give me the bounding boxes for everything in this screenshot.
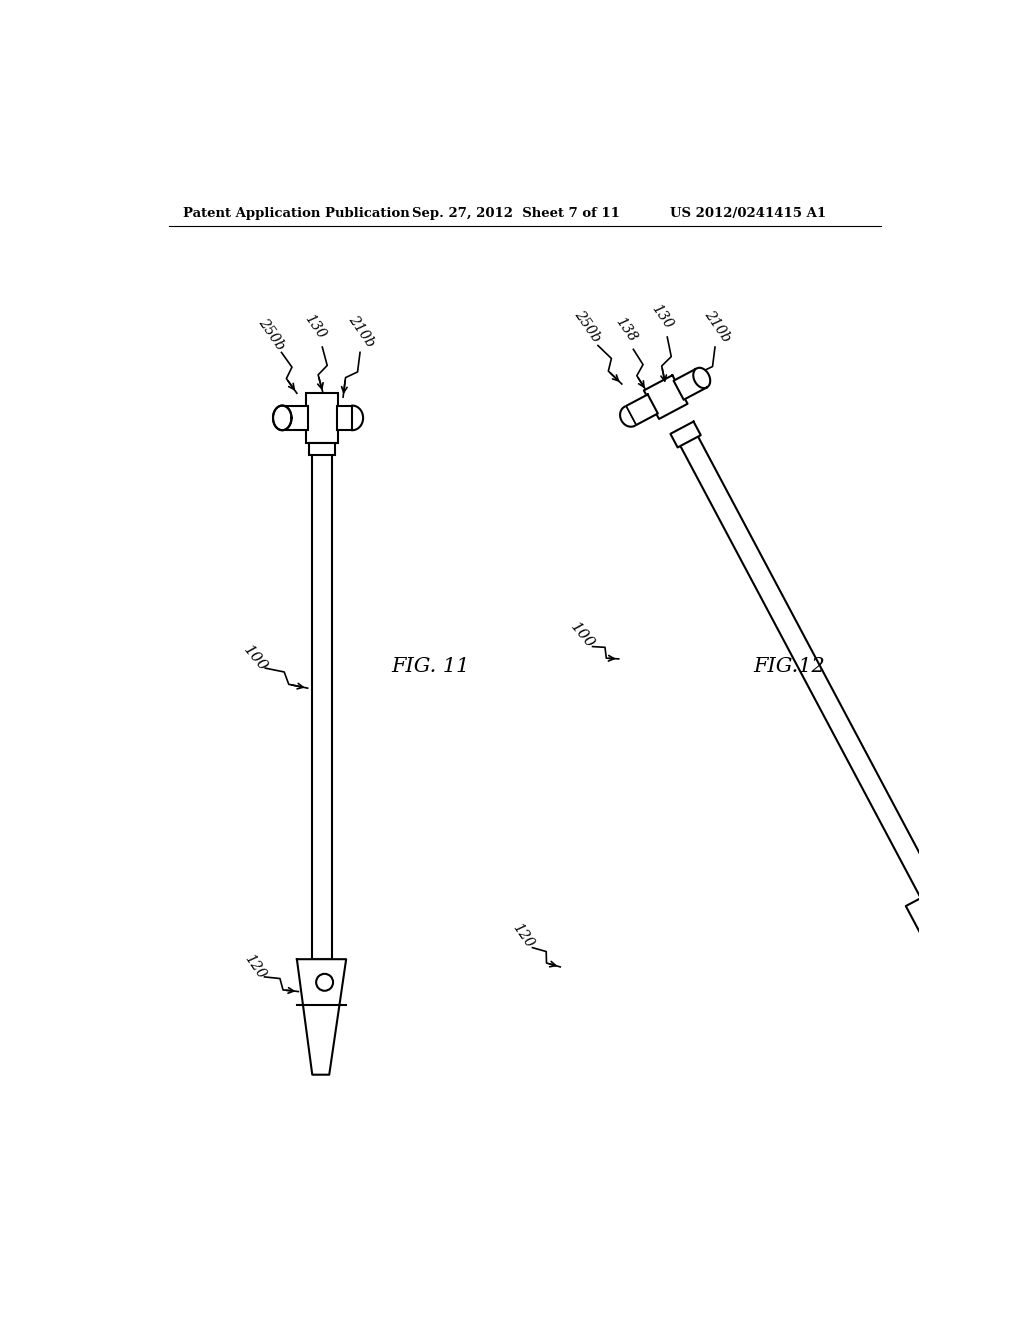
- Text: Sep. 27, 2012  Sheet 7 of 11: Sep. 27, 2012 Sheet 7 of 11: [412, 207, 620, 220]
- Circle shape: [930, 909, 948, 928]
- Text: 120: 120: [510, 921, 537, 950]
- Text: 130: 130: [648, 301, 675, 331]
- Text: FIG.12: FIG.12: [753, 657, 824, 676]
- Polygon shape: [674, 370, 706, 400]
- Bar: [306, 393, 339, 444]
- Text: 210b: 210b: [346, 313, 378, 350]
- Polygon shape: [675, 426, 938, 898]
- Text: 120: 120: [242, 952, 268, 982]
- Bar: [312, 444, 333, 960]
- Text: US 2012/0241415 A1: US 2012/0241415 A1: [670, 207, 825, 220]
- Bar: [337, 405, 352, 430]
- Text: Patent Application Publication: Patent Application Publication: [183, 207, 410, 220]
- Circle shape: [316, 974, 333, 991]
- Polygon shape: [906, 880, 979, 953]
- Polygon shape: [693, 368, 711, 388]
- Text: 250b: 250b: [256, 315, 288, 352]
- Text: 100: 100: [241, 643, 270, 675]
- Text: 138: 138: [612, 314, 639, 345]
- Text: 100: 100: [567, 620, 597, 652]
- Polygon shape: [644, 375, 687, 418]
- Polygon shape: [297, 960, 346, 1074]
- Text: 210b: 210b: [701, 308, 733, 345]
- Polygon shape: [626, 395, 657, 425]
- Polygon shape: [671, 421, 700, 447]
- Polygon shape: [273, 405, 292, 430]
- Bar: [283, 405, 307, 430]
- Bar: [309, 444, 336, 455]
- Polygon shape: [621, 407, 635, 426]
- Polygon shape: [931, 928, 984, 990]
- Text: 130: 130: [302, 312, 329, 341]
- Text: 250b: 250b: [572, 308, 604, 345]
- Text: FIG. 11: FIG. 11: [391, 657, 470, 676]
